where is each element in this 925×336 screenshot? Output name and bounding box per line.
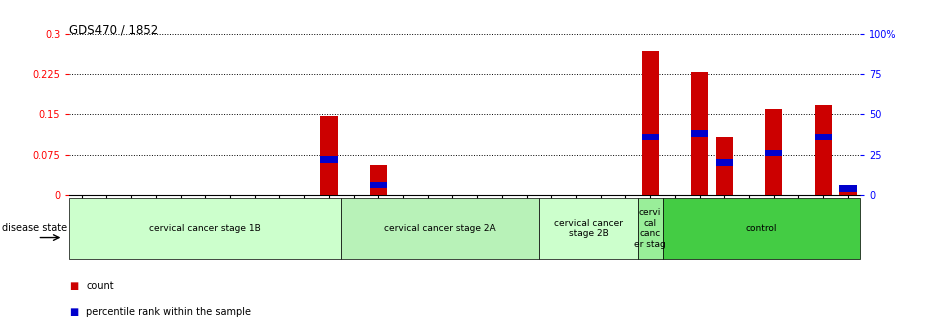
Bar — [662, 198, 860, 259]
Text: count: count — [86, 281, 114, 291]
Bar — [320, 156, 338, 163]
Bar — [320, 116, 338, 195]
Text: cervical cancer stage 2A: cervical cancer stage 2A — [384, 224, 496, 233]
Text: disease state: disease state — [2, 223, 67, 234]
Bar — [638, 198, 662, 259]
Bar — [716, 137, 733, 195]
Bar — [716, 159, 733, 166]
Bar — [691, 130, 709, 137]
Text: cervi
cal
canc
er stag: cervi cal canc er stag — [635, 208, 666, 249]
Text: ■: ■ — [69, 307, 79, 318]
Bar — [765, 150, 783, 156]
Text: cervical cancer stage 1B: cervical cancer stage 1B — [150, 224, 261, 233]
Text: control: control — [746, 224, 777, 233]
Text: percentile rank within the sample: percentile rank within the sample — [86, 307, 251, 318]
Bar — [815, 134, 832, 140]
Bar — [341, 198, 539, 259]
Bar — [370, 165, 387, 195]
Bar — [815, 104, 832, 195]
Bar — [839, 185, 857, 192]
Text: GDS470 / 1852: GDS470 / 1852 — [69, 24, 158, 37]
Bar — [642, 134, 659, 140]
Bar — [839, 185, 857, 195]
Text: ■: ■ — [69, 281, 79, 291]
Bar — [69, 198, 341, 259]
Text: cervical cancer
stage 2B: cervical cancer stage 2B — [554, 219, 623, 238]
Bar — [539, 198, 638, 259]
Bar — [765, 109, 783, 195]
Bar — [370, 182, 387, 188]
Bar — [691, 72, 709, 195]
Bar — [642, 51, 659, 195]
